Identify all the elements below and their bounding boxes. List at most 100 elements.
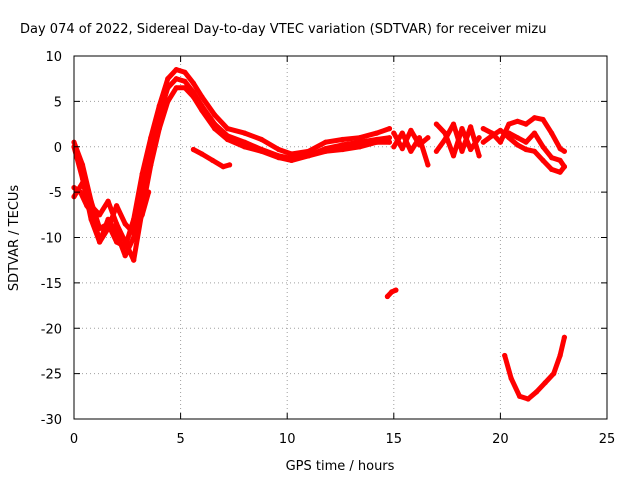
data-point bbox=[210, 157, 216, 163]
data-point bbox=[224, 136, 231, 143]
y-tick-label: -25 bbox=[41, 368, 62, 383]
y-tick-labels: -30 -25 -20 -15 -10 -5 0 5 10 bbox=[41, 50, 62, 428]
series-line-trace-n bbox=[502, 334, 567, 402]
data-point bbox=[557, 157, 563, 163]
data-point bbox=[389, 289, 395, 295]
data-point bbox=[374, 130, 380, 136]
y-tick-label: -5 bbox=[49, 186, 62, 201]
y-tick-label: 10 bbox=[45, 50, 62, 65]
data-point bbox=[468, 124, 474, 130]
x-axis-label: GPS time / hours bbox=[286, 459, 395, 474]
data-series bbox=[71, 67, 568, 402]
data-point bbox=[79, 175, 86, 182]
data-point bbox=[105, 198, 111, 204]
data-point bbox=[480, 126, 486, 132]
data-point bbox=[146, 189, 152, 195]
data-point bbox=[506, 130, 512, 136]
data-point bbox=[242, 130, 248, 136]
data-point bbox=[79, 180, 86, 186]
data-point bbox=[190, 80, 196, 86]
data-point bbox=[542, 380, 548, 386]
y-axis-label: SDTVAR / TECUs bbox=[7, 185, 22, 292]
x-tick-label: 5 bbox=[176, 432, 184, 447]
data-point bbox=[173, 76, 179, 82]
data-point bbox=[199, 151, 205, 157]
data-point bbox=[525, 396, 531, 402]
data-point bbox=[442, 136, 448, 143]
data-point bbox=[408, 148, 414, 154]
data-point bbox=[489, 133, 495, 139]
data-point bbox=[433, 148, 439, 154]
data-point bbox=[523, 146, 529, 153]
series-line-trace-c bbox=[71, 85, 392, 263]
data-point bbox=[105, 225, 111, 231]
x-tick-label: 20 bbox=[492, 432, 509, 447]
data-point bbox=[549, 130, 555, 136]
y-tick-label: -15 bbox=[41, 277, 62, 292]
data-point bbox=[156, 126, 162, 132]
x-tick-label: 15 bbox=[386, 432, 403, 447]
chart-title: Day 074 of 2022, Sidereal Day-to-day VTE… bbox=[20, 22, 546, 37]
data-point bbox=[531, 115, 538, 121]
data-point bbox=[534, 389, 540, 395]
data-point bbox=[220, 164, 226, 170]
data-point bbox=[540, 157, 546, 163]
data-point bbox=[386, 139, 393, 145]
y-tick-label: -10 bbox=[41, 232, 62, 247]
data-point bbox=[497, 127, 503, 133]
data-point bbox=[165, 85, 171, 91]
data-point bbox=[517, 393, 523, 399]
data-point bbox=[288, 151, 295, 157]
data-point bbox=[557, 146, 563, 152]
data-point bbox=[459, 148, 465, 154]
data-point bbox=[433, 121, 439, 127]
data-point bbox=[425, 162, 431, 168]
data-point bbox=[173, 85, 179, 91]
data-point bbox=[122, 239, 128, 245]
data-point bbox=[323, 139, 329, 145]
y-tick-label: 0 bbox=[54, 141, 62, 156]
data-point bbox=[122, 221, 128, 227]
data-point bbox=[122, 253, 128, 259]
data-point bbox=[114, 203, 120, 209]
data-point bbox=[212, 126, 218, 132]
data-point bbox=[182, 85, 188, 91]
data-point bbox=[357, 135, 363, 141]
data-point bbox=[561, 164, 568, 170]
plot-frame bbox=[73, 55, 608, 420]
data-point bbox=[480, 139, 486, 145]
data-point bbox=[557, 352, 563, 359]
data-point bbox=[173, 67, 179, 73]
data-point bbox=[148, 162, 154, 168]
data-point bbox=[190, 94, 196, 100]
data-point bbox=[497, 139, 503, 145]
data-point bbox=[384, 293, 390, 300]
data-point bbox=[323, 148, 329, 154]
data-point bbox=[190, 146, 196, 153]
data-point bbox=[508, 375, 514, 381]
data-point bbox=[90, 212, 96, 218]
data-point bbox=[357, 139, 363, 145]
y-tick-label: -20 bbox=[41, 322, 62, 337]
data-point bbox=[288, 157, 295, 163]
data-point bbox=[97, 239, 103, 245]
x-tick-label: 10 bbox=[279, 432, 296, 447]
data-point bbox=[165, 98, 171, 104]
data-point bbox=[523, 121, 529, 127]
data-point bbox=[242, 144, 248, 150]
y-tick-label: -30 bbox=[41, 413, 62, 428]
data-point bbox=[416, 142, 422, 148]
data-point bbox=[561, 148, 568, 154]
data-point bbox=[340, 136, 346, 143]
data-point bbox=[502, 352, 508, 359]
data-point bbox=[182, 69, 188, 75]
data-point bbox=[514, 118, 521, 124]
data-point bbox=[506, 121, 512, 127]
data-point bbox=[84, 203, 90, 209]
y-tick-label: 5 bbox=[54, 95, 62, 110]
x-tick-labels: 0 5 10 15 20 25 bbox=[70, 432, 615, 447]
data-point bbox=[199, 94, 205, 100]
data-point bbox=[549, 155, 555, 161]
axis-ticks bbox=[73, 55, 608, 420]
